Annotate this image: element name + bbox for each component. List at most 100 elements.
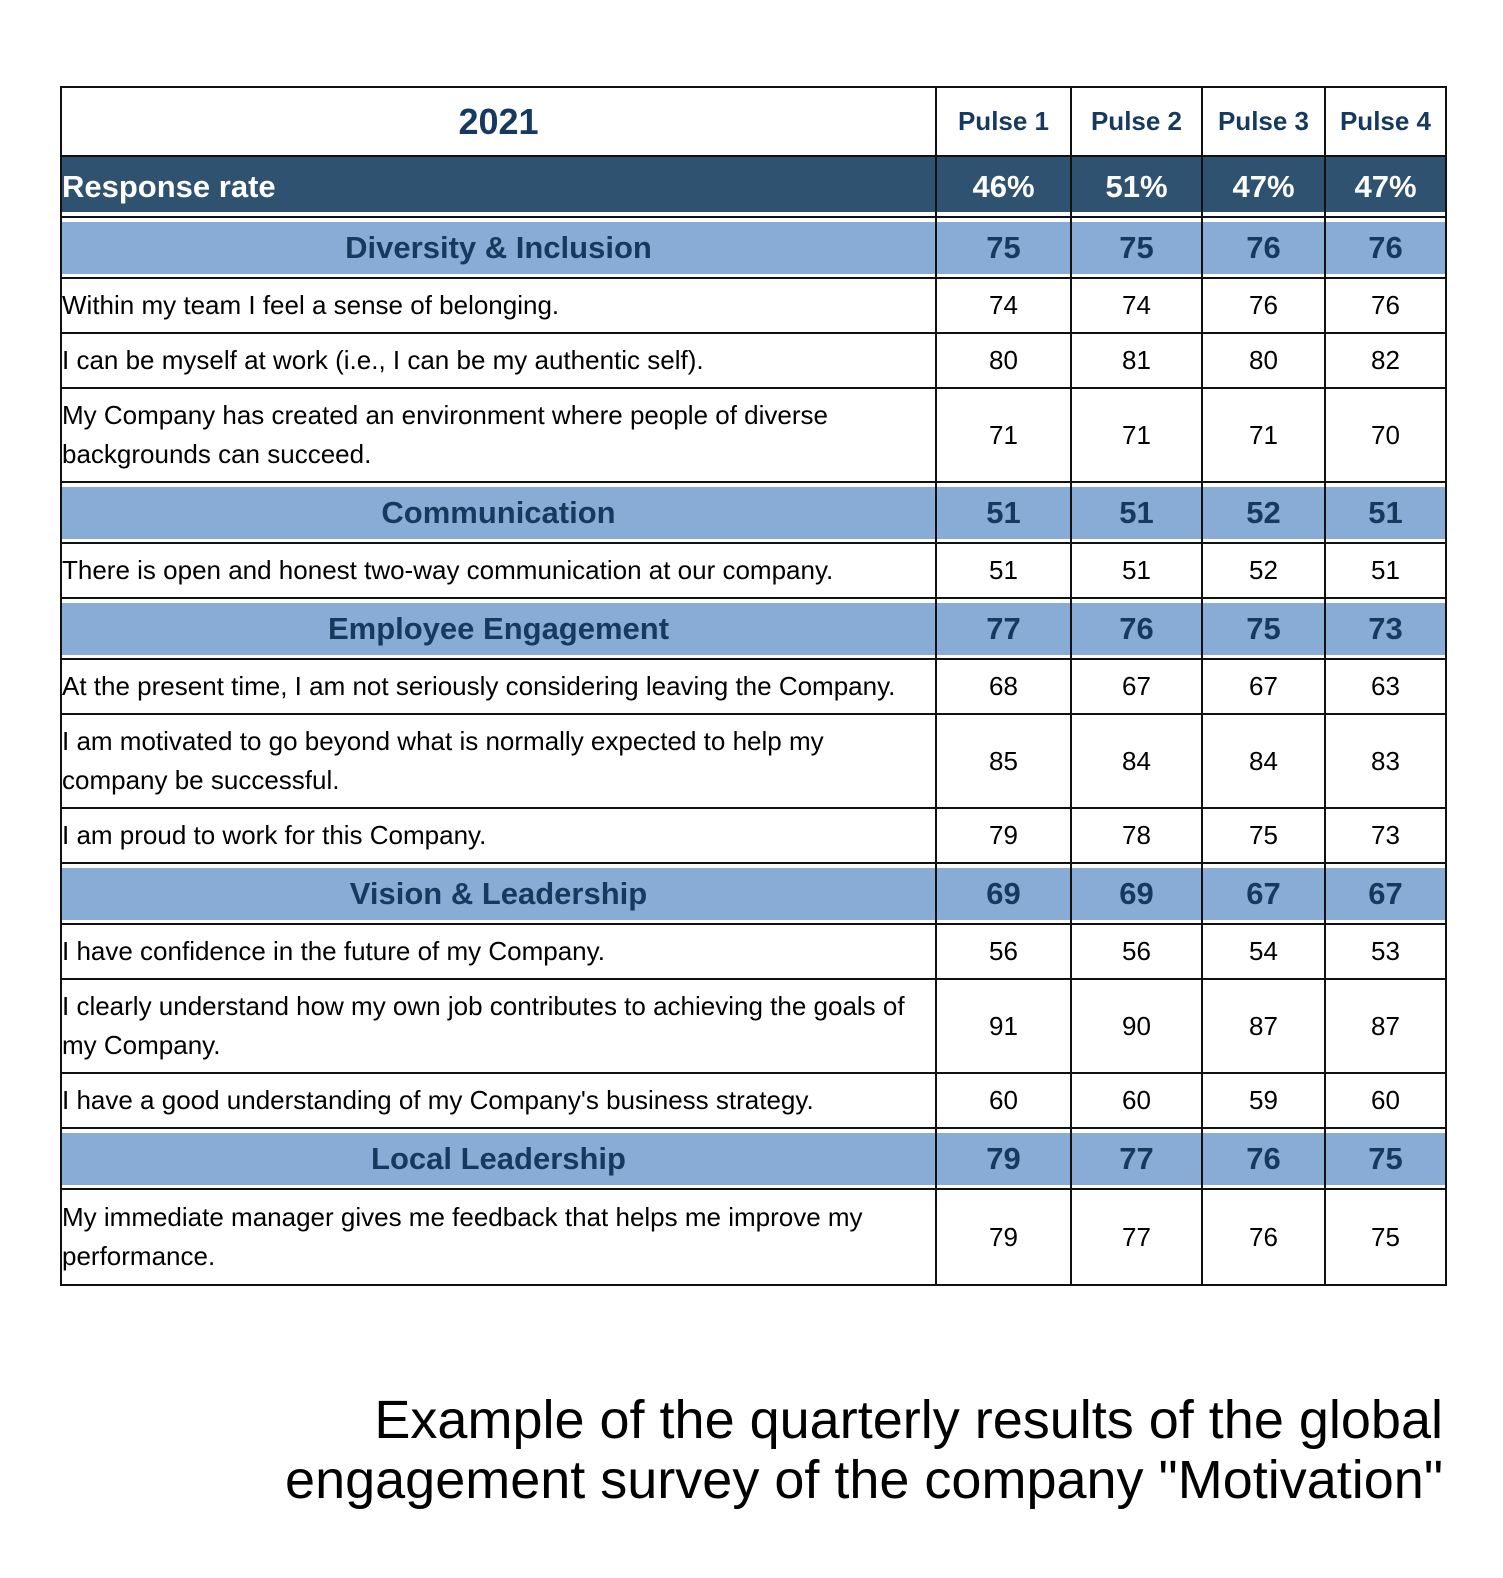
pulse-3-header: Pulse 3: [1201, 86, 1326, 157]
question-score: 84: [1201, 713, 1326, 809]
question-score: 60: [1070, 1072, 1203, 1129]
question-score: 84: [1070, 713, 1203, 809]
question-row: I am motivated to go beyond what is norm…: [60, 713, 1447, 809]
category-score: 76: [1201, 1127, 1326, 1190]
category-score: 73: [1324, 597, 1447, 660]
question-score: 71: [1201, 387, 1326, 483]
category-score: 51: [1070, 481, 1203, 544]
category-score: 69: [935, 862, 1072, 925]
question-row: I can be myself at work (i.e., I can be …: [60, 332, 1447, 389]
question-score: 68: [935, 658, 1072, 715]
category-name: Employee Engagement: [60, 597, 937, 660]
category-score: 79: [935, 1127, 1072, 1190]
question-text: My immediate manager gives me feedback t…: [60, 1188, 937, 1286]
question-score: 76: [1324, 277, 1447, 334]
question-row: I have confidence in the future of my Co…: [60, 923, 1447, 980]
category-score: 76: [1070, 597, 1203, 660]
question-score: 60: [1324, 1072, 1447, 1129]
question-score: 75: [1201, 807, 1326, 864]
question-score: 56: [935, 923, 1072, 980]
question-text: I clearly understand how my own job cont…: [60, 978, 937, 1074]
response-rate-row: Response rate 46% 51% 47% 47%: [60, 155, 1447, 218]
question-score: 71: [1070, 387, 1203, 483]
question-score: 81: [1070, 332, 1203, 389]
category-score: 52: [1201, 481, 1326, 544]
question-score: 51: [935, 542, 1072, 599]
question-row: My immediate manager gives me feedback t…: [60, 1188, 1447, 1286]
question-score: 51: [1070, 542, 1203, 599]
category-score: 77: [935, 597, 1072, 660]
caption-line-2: engagement survey of the company "Motiva…: [285, 1450, 1443, 1510]
question-score: 90: [1070, 978, 1203, 1074]
question-row: I clearly understand how my own job cont…: [60, 978, 1447, 1074]
question-row: I have a good understanding of my Compan…: [60, 1072, 1447, 1129]
question-score: 82: [1324, 332, 1447, 389]
question-score: 79: [935, 1188, 1072, 1286]
response-rate-label: Response rate: [60, 155, 937, 218]
question-score: 59: [1201, 1072, 1326, 1129]
question-score: 87: [1324, 978, 1447, 1074]
category-score: 51: [1324, 481, 1447, 544]
question-text: There is open and honest two-way communi…: [60, 542, 937, 599]
category-score: 75: [1201, 597, 1326, 660]
question-score: 70: [1324, 387, 1447, 483]
category-name: Diversity & Inclusion: [60, 216, 937, 279]
question-row: I am proud to work for this Company. 79 78…: [60, 807, 1447, 864]
response-rate-value: 51%: [1070, 155, 1203, 218]
question-row: Within my team I feel a sense of belongi…: [60, 277, 1447, 334]
question-text: My Company has created an environment wh…: [60, 387, 937, 483]
question-score: 91: [935, 978, 1072, 1074]
survey-results-table: 2021 Pulse 1 Pulse 2 Pulse 3 Pulse 4 Res…: [60, 86, 1447, 1286]
category-row: Communication 51 51 52 51: [60, 481, 1447, 544]
pulse-4-header: Pulse 4: [1324, 86, 1447, 157]
question-score: 63: [1324, 658, 1447, 715]
question-text: I have a good understanding of my Compan…: [60, 1072, 937, 1129]
question-score: 60: [935, 1072, 1072, 1129]
response-rate-value: 47%: [1324, 155, 1447, 218]
question-text: I am proud to work for this Company.: [60, 807, 937, 864]
year-header: 2021: [60, 86, 937, 157]
figure-caption: Example of the quarterly results of the …: [143, 1390, 1443, 1510]
question-score: 51: [1324, 542, 1447, 599]
question-score: 78: [1070, 807, 1203, 864]
question-score: 79: [935, 807, 1072, 864]
question-row: My Company has created an environment wh…: [60, 387, 1447, 483]
question-score: 77: [1070, 1188, 1203, 1286]
question-text: At the present time, I am not seriously …: [60, 658, 937, 715]
category-score: 75: [1070, 216, 1203, 279]
question-text: I have confidence in the future of my Co…: [60, 923, 937, 980]
category-name: Vision & Leadership: [60, 862, 937, 925]
category-score: 67: [1201, 862, 1326, 925]
question-score: 75: [1324, 1188, 1447, 1286]
question-score: 71: [935, 387, 1072, 483]
question-score: 52: [1201, 542, 1326, 599]
question-score: 74: [1070, 277, 1203, 334]
question-text: I am motivated to go beyond what is norm…: [60, 713, 937, 809]
category-score: 76: [1324, 216, 1447, 279]
category-score: 51: [935, 481, 1072, 544]
category-score: 69: [1070, 862, 1203, 925]
pulse-1-header: Pulse 1: [935, 86, 1072, 157]
category-row: Local Leadership 79 77 76 75: [60, 1127, 1447, 1190]
category-score: 75: [1324, 1127, 1447, 1190]
category-score: 75: [935, 216, 1072, 279]
question-score: 53: [1324, 923, 1447, 980]
question-score: 87: [1201, 978, 1326, 1074]
category-score: 67: [1324, 862, 1447, 925]
question-text: Within my team I feel a sense of belongi…: [60, 277, 937, 334]
question-score: 73: [1324, 807, 1447, 864]
question-text: I can be myself at work (i.e., I can be …: [60, 332, 937, 389]
question-score: 76: [1201, 277, 1326, 334]
question-score: 85: [935, 713, 1072, 809]
question-score: 80: [935, 332, 1072, 389]
category-name: Communication: [60, 481, 937, 544]
question-score: 54: [1201, 923, 1326, 980]
category-row: Employee Engagement 77 76 75 73: [60, 597, 1447, 660]
question-score: 83: [1324, 713, 1447, 809]
question-score: 80: [1201, 332, 1326, 389]
pulse-2-header: Pulse 2: [1070, 86, 1203, 157]
caption-line-1: Example of the quarterly results of the …: [374, 1390, 1443, 1450]
category-name: Local Leadership: [60, 1127, 937, 1190]
question-row: At the present time, I am not seriously …: [60, 658, 1447, 715]
question-row: There is open and honest two-way communi…: [60, 542, 1447, 599]
